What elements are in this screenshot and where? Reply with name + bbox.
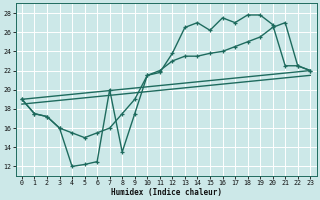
X-axis label: Humidex (Indice chaleur): Humidex (Indice chaleur) <box>111 188 221 197</box>
